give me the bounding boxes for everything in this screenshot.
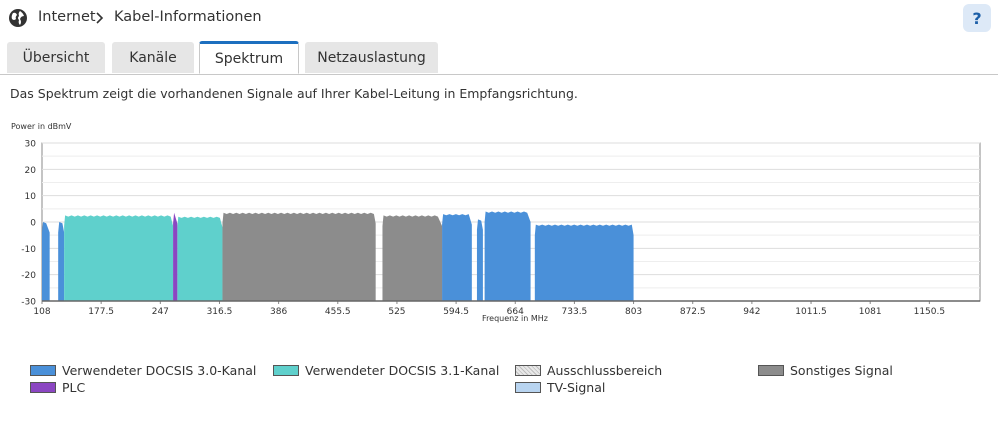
x-tick-label: 108 <box>33 307 50 317</box>
spectrum-segment <box>484 211 531 301</box>
x-tick-label: 872.5 <box>680 307 706 317</box>
spectrum-segment <box>58 222 65 301</box>
y-axis-label: Power in dBmV <box>11 122 72 131</box>
spectrum-segment <box>382 215 443 301</box>
x-tick-label: 386 <box>270 307 287 317</box>
tab-spektrum[interactable]: Spektrum <box>199 41 299 74</box>
spectrum-segment <box>64 215 174 301</box>
x-tick-label: 594.5 <box>443 307 469 317</box>
tab-uebersicht[interactable]: Übersicht <box>7 42 105 73</box>
legend-item-plc: PLC <box>30 380 85 395</box>
x-tick-label: 455.5 <box>325 307 351 317</box>
spectrum-segment <box>222 212 376 301</box>
header-bar: Internet Kabel-Informationen ? <box>0 0 998 38</box>
breadcrumb-current: Kabel-Informationen <box>114 9 262 25</box>
y-tick-label: 20 <box>25 166 37 176</box>
legend-label: TV-Signal <box>547 380 606 395</box>
spectrum-segment <box>42 222 50 301</box>
x-tick-label: 803 <box>625 307 642 317</box>
legend-item-tv: TV-Signal <box>515 380 605 395</box>
x-tick-label: 1081 <box>859 307 882 317</box>
legend-swatch-plc <box>30 382 56 393</box>
x-axis-label: Frequenz in MHz <box>482 314 548 323</box>
y-tick-label: -10 <box>21 245 36 255</box>
legend-swatch-tv <box>515 382 541 393</box>
legend-swatch-other <box>758 365 784 376</box>
x-tick-label: 525 <box>388 307 405 317</box>
y-tick-label: -20 <box>21 271 36 281</box>
y-tick-label: -30 <box>21 298 36 308</box>
globe-icon <box>9 9 27 27</box>
spectrum-segment <box>476 219 483 301</box>
x-tick-label: 316.5 <box>207 307 233 317</box>
help-button[interactable]: ? <box>963 4 991 32</box>
spectrum-segment <box>442 214 472 301</box>
legend-label: Verwendeter DOCSIS 3.1-Kanal <box>305 363 500 378</box>
y-tick-label: 30 <box>25 140 37 150</box>
legend-item-docsis30: Verwendeter DOCSIS 3.0-Kanal <box>30 363 256 378</box>
spectrum-segment <box>173 212 178 301</box>
x-tick-label: 664 <box>507 307 524 317</box>
x-tick-label: 1011.5 <box>795 307 827 317</box>
y-tick-label: 10 <box>25 192 37 202</box>
tab-kanaele[interactable]: Kanäle <box>112 42 194 73</box>
x-tick-label: 942 <box>743 307 760 317</box>
legend-label: PLC <box>62 380 86 395</box>
legend-item-other: Sonstiges Signal <box>758 363 893 378</box>
x-tick-label: 247 <box>152 307 169 317</box>
description-text: Das Spektrum zeigt die vorhandenen Signa… <box>10 86 578 101</box>
legend-swatch-docsis30 <box>30 365 56 376</box>
x-tick-label: 733.5 <box>562 307 588 317</box>
chevron-right-icon <box>96 12 104 24</box>
x-tick-label: 1150.5 <box>914 307 946 317</box>
legend-label: Sonstiges Signal <box>790 363 893 378</box>
legend-item-docsis31: Verwendeter DOCSIS 3.1-Kanal <box>273 363 499 378</box>
breadcrumb-internet[interactable]: Internet <box>38 9 96 25</box>
legend-swatch-docsis31 <box>273 365 299 376</box>
tab-netzauslastung[interactable]: Netzauslastung <box>305 42 438 73</box>
x-tick-label: 177.5 <box>88 307 114 317</box>
legend-label: Ausschlussbereich <box>547 363 663 378</box>
tab-bar: Übersicht Kanäle Spektrum Netzauslastung <box>0 41 998 75</box>
spectrum-segment <box>534 224 634 301</box>
legend-label: Verwendeter DOCSIS 3.0-Kanal <box>62 363 257 378</box>
legend-swatch-exclusion <box>515 365 541 376</box>
y-tick-label: 0 <box>30 219 36 229</box>
legend-item-exclusion: Ausschlussbereich <box>515 363 662 378</box>
spectrum-segment <box>177 216 223 301</box>
